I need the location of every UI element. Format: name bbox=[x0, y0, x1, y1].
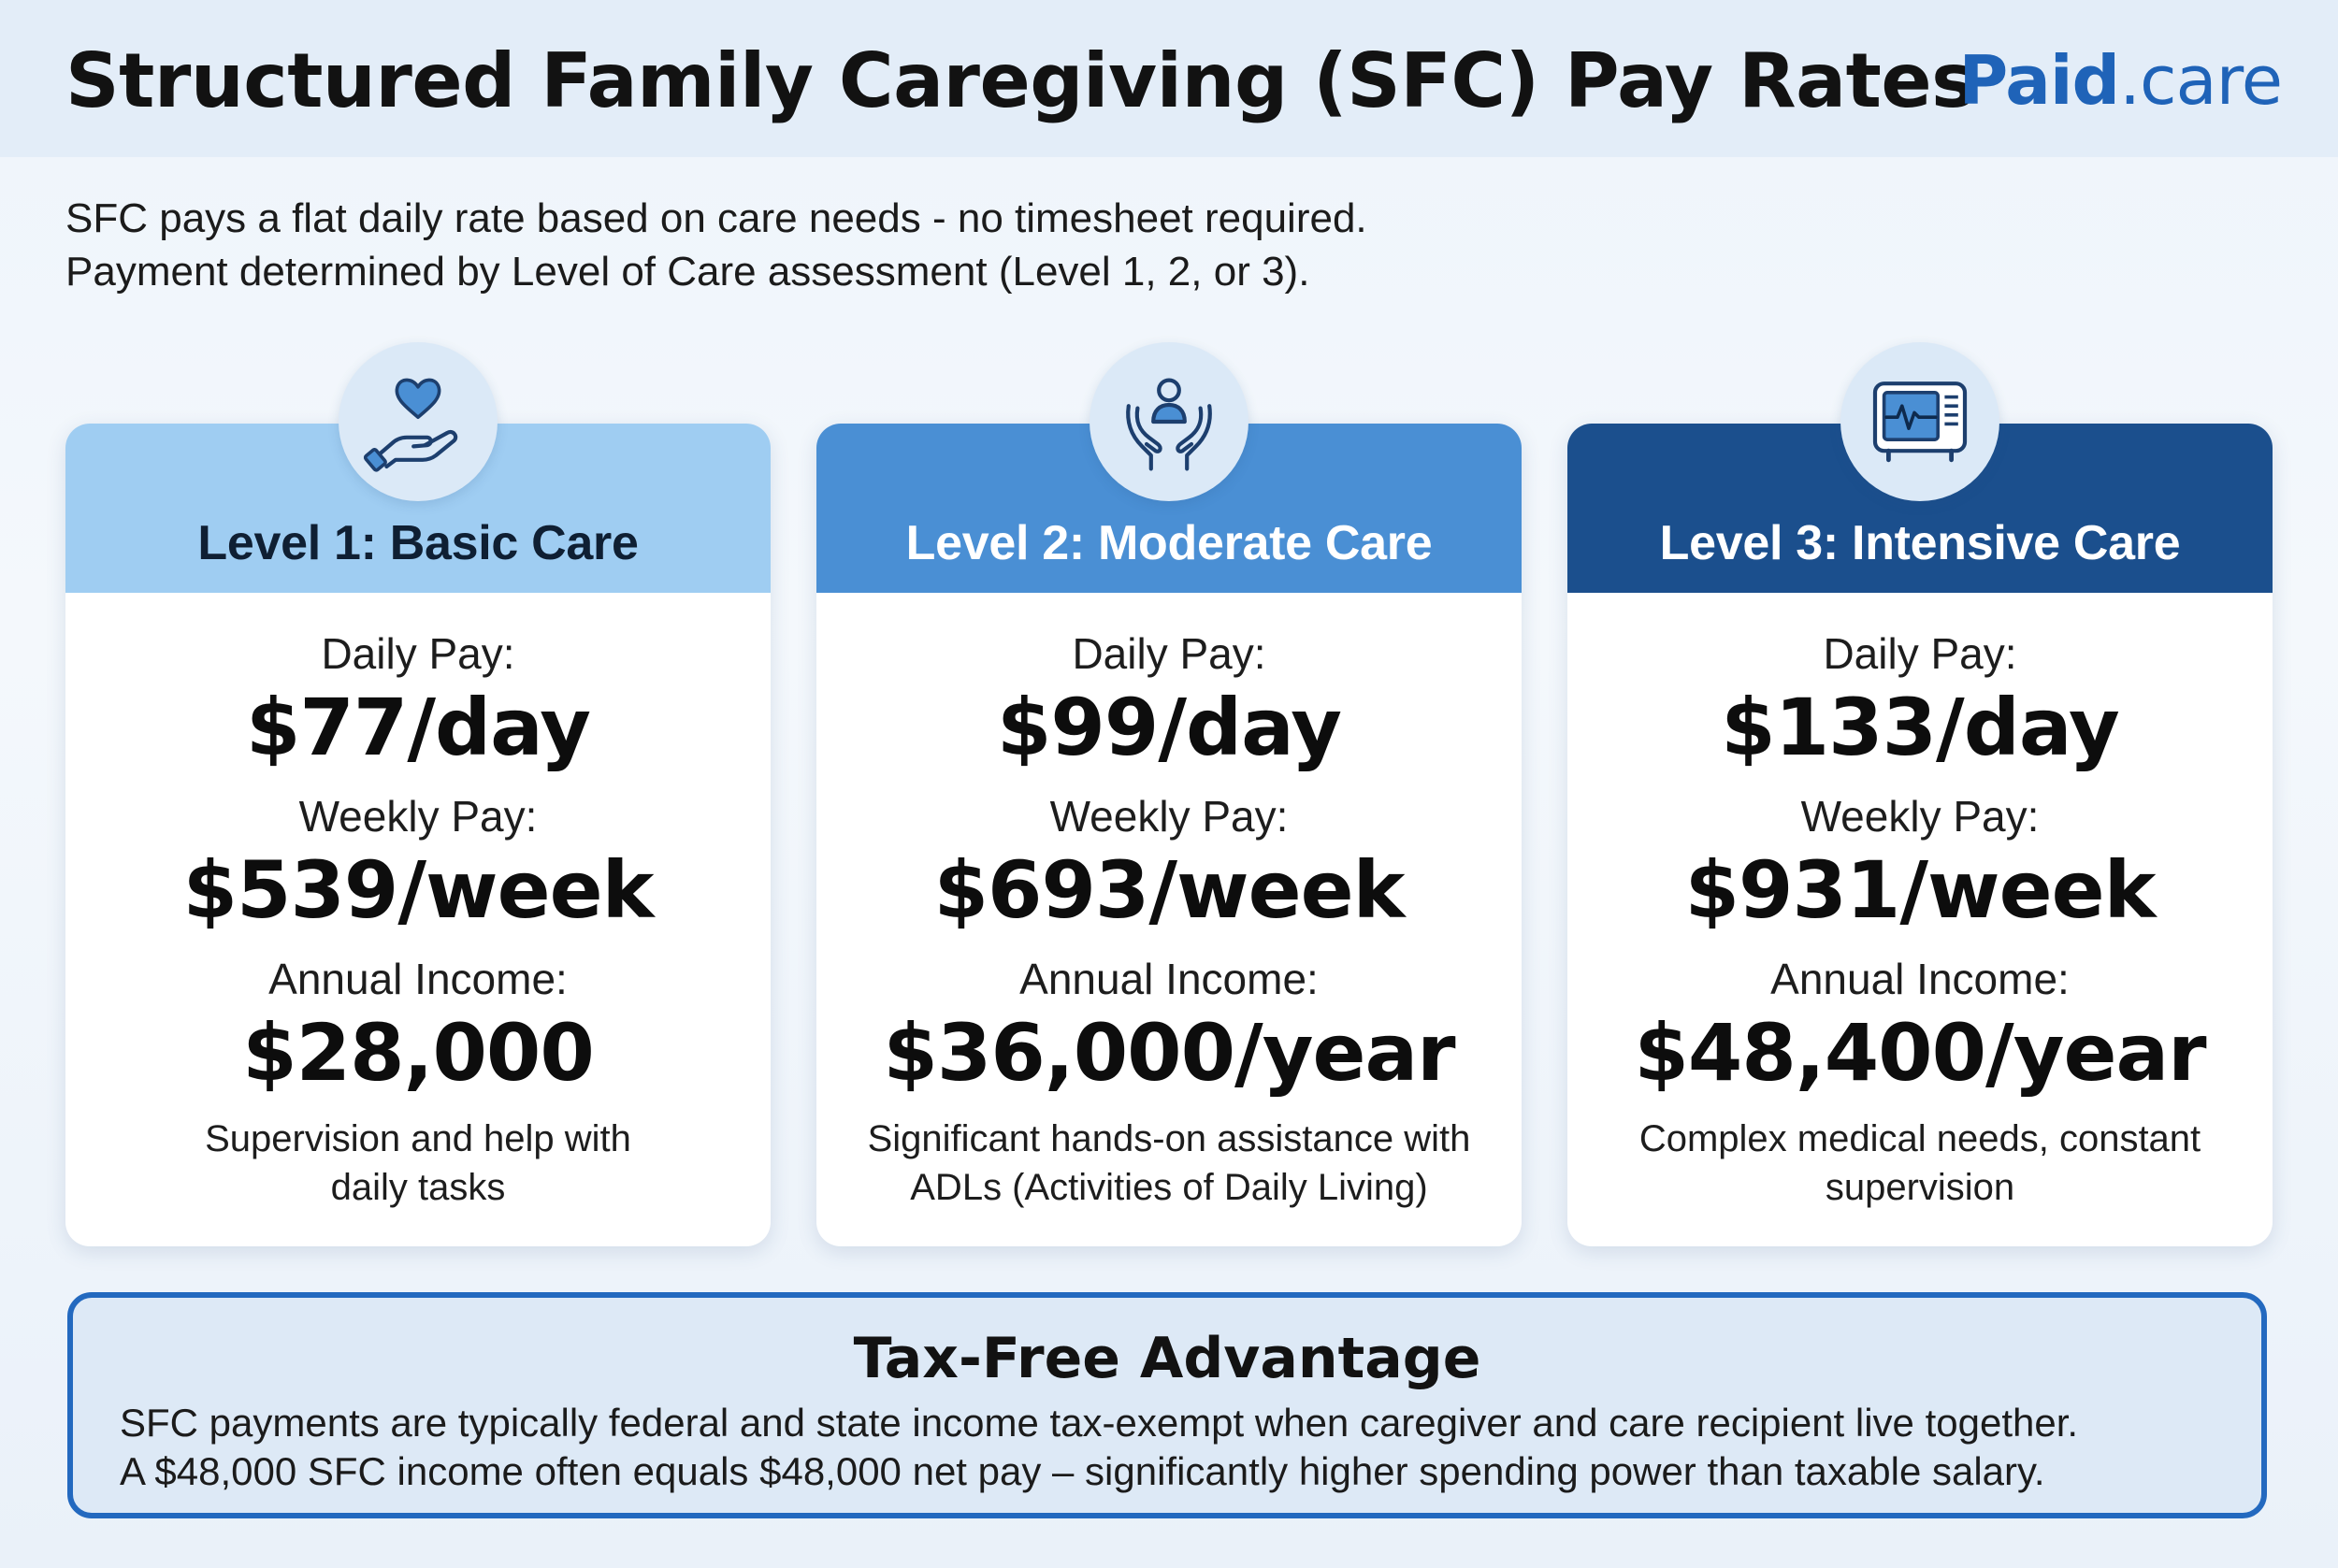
card-body: Daily Pay: $77/day Weekly Pay: $539/week… bbox=[65, 593, 771, 1212]
annual-income-label: Annual Income: bbox=[268, 955, 568, 1003]
card-description: Significant hands-on assistance with ADL… bbox=[816, 1115, 1522, 1212]
daily-pay-value: $77/day bbox=[245, 682, 591, 773]
annual-income-label: Annual Income: bbox=[1019, 955, 1319, 1003]
daily-pay-label: Daily Pay: bbox=[1072, 629, 1266, 678]
intro-line-1: SFC pays a flat daily rate based on care… bbox=[65, 195, 1367, 241]
tax-free-advantage-box: Tax-Free Advantage SFC payments are typi… bbox=[67, 1292, 2267, 1518]
card-header: Level 2: Moderate Care bbox=[816, 424, 1522, 593]
level-1-card: Level 1: Basic Care Daily Pay: $77/day W… bbox=[65, 424, 771, 1246]
tax-text: SFC payments are typically federal and s… bbox=[120, 1399, 2078, 1496]
card-description: Complex medical needs, constant supervis… bbox=[1567, 1115, 2273, 1212]
weekly-pay-label: Weekly Pay: bbox=[1049, 792, 1289, 841]
header-bar: Structured Family Caregiving (SFC) Pay R… bbox=[0, 0, 2338, 157]
annual-income-value: $28,000 bbox=[242, 1007, 595, 1099]
annual-income-label: Annual Income: bbox=[1770, 955, 2070, 1003]
page-title: Structured Family Caregiving (SFC) Pay R… bbox=[65, 37, 1976, 124]
daily-pay-label: Daily Pay: bbox=[321, 629, 515, 678]
brand-logo[interactable]: Paid.care bbox=[1958, 41, 2283, 120]
weekly-pay-value: $931/week bbox=[1684, 844, 2157, 936]
description-line-2: ADLs (Activities of Daily Living) bbox=[910, 1167, 1428, 1208]
heart-hand-icon bbox=[339, 342, 498, 501]
card-body: Daily Pay: $133/day Weekly Pay: $931/wee… bbox=[1567, 593, 2273, 1212]
tax-line-2: A $48,000 SFC income often equals $48,00… bbox=[120, 1449, 2045, 1493]
logo-bold-text: Paid bbox=[1958, 41, 2120, 120]
level-2-card: Level 2: Moderate Care Daily Pay: $99/da… bbox=[816, 424, 1522, 1246]
annual-income-value: $36,000/year bbox=[883, 1007, 1455, 1099]
daily-pay-label: Daily Pay: bbox=[1823, 629, 2017, 678]
daily-pay-value: $99/day bbox=[996, 682, 1342, 773]
description-line-2: daily tasks bbox=[330, 1167, 506, 1208]
description-line-1: Supervision and help with bbox=[205, 1118, 631, 1159]
card-description: Supervision and help with daily tasks bbox=[65, 1115, 771, 1212]
tax-title: Tax-Free Advantage bbox=[853, 1326, 1481, 1391]
card-title: Level 3: Intensive Care bbox=[1659, 516, 2181, 570]
tax-line-1: SFC payments are typically federal and s… bbox=[120, 1401, 2079, 1445]
weekly-pay-label: Weekly Pay: bbox=[298, 792, 538, 841]
intro-text: SFC pays a flat daily rate based on care… bbox=[65, 192, 1367, 298]
level-3-card: Level 3: Intensive Care Daily Pay: $133/… bbox=[1567, 424, 2273, 1246]
medical-monitor-icon bbox=[1840, 342, 1999, 501]
weekly-pay-value: $539/week bbox=[182, 844, 655, 936]
logo-rest-text: .care bbox=[2119, 41, 2283, 120]
annual-income-value: $48,400/year bbox=[1634, 1007, 2206, 1099]
description-line-1: Complex medical needs, constant bbox=[1638, 1118, 2201, 1159]
weekly-pay-value: $693/week bbox=[933, 844, 1406, 936]
daily-pay-value: $133/day bbox=[1721, 682, 2119, 773]
card-title: Level 1: Basic Care bbox=[197, 516, 639, 570]
caring-hands-person-icon bbox=[1090, 342, 1248, 501]
description-line-1: Significant hands-on assistance with bbox=[867, 1118, 1471, 1159]
description-line-2: supervision bbox=[1825, 1167, 2015, 1208]
weekly-pay-label: Weekly Pay: bbox=[1800, 792, 2040, 841]
intro-line-2: Payment determined by Level of Care asse… bbox=[65, 249, 1310, 295]
card-title: Level 2: Moderate Care bbox=[905, 516, 1433, 570]
card-body: Daily Pay: $99/day Weekly Pay: $693/week… bbox=[816, 593, 1522, 1212]
